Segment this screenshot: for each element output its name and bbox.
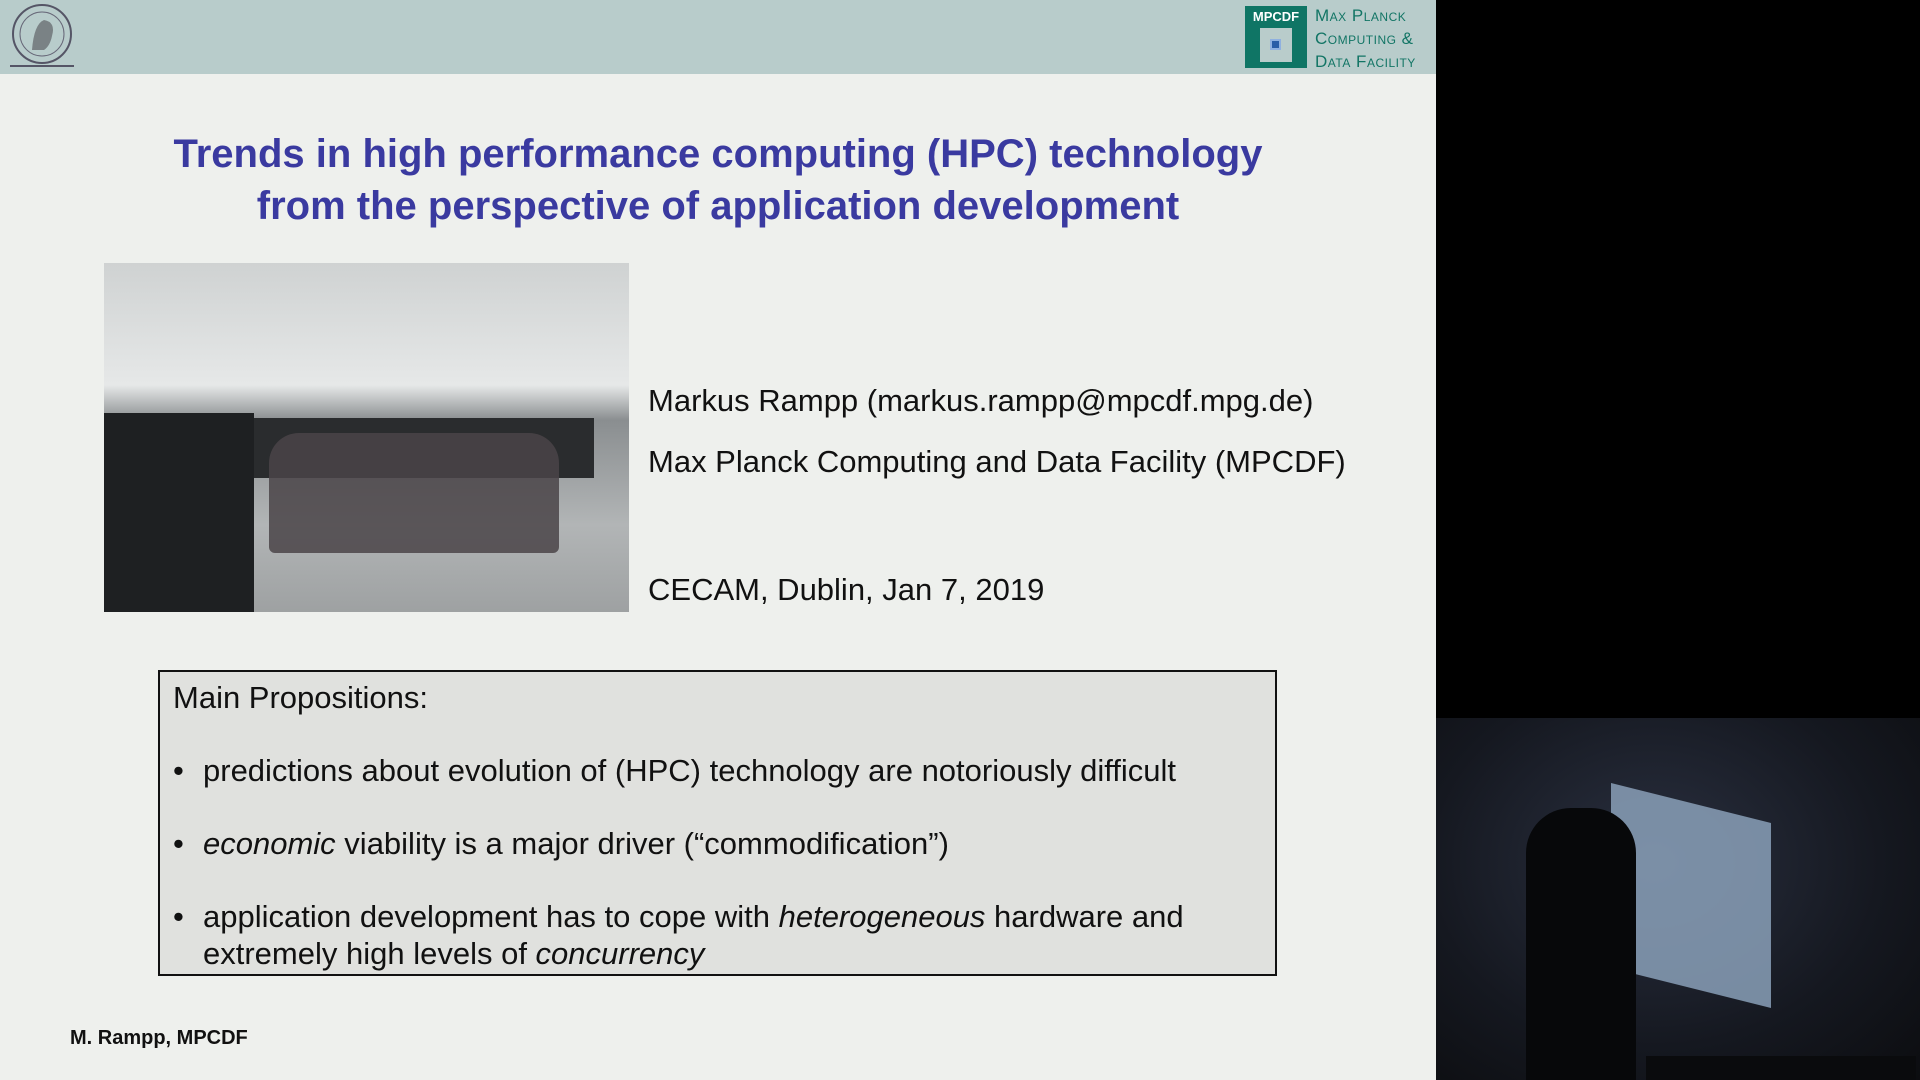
main-propositions-box: Main Propositions: • predictions about ev… [158, 670, 1277, 976]
proposition-text: concurrency [535, 936, 705, 971]
title-line: Trends in high performance computing (HP… [173, 132, 1263, 176]
mpcdf-name-line: Computing & [1315, 29, 1414, 48]
affiliation-line: Max Planck Computing and Data Facility (… [648, 444, 1346, 479]
desk [1646, 1056, 1916, 1080]
mpcdf-badge-text: MPCDF [1252, 9, 1300, 24]
title-line: from the perspective of application deve… [256, 184, 1180, 228]
slide-title: Trends in high performance computing (HP… [60, 128, 1376, 232]
proposition-text: hardware and extremely high levels of [203, 899, 1184, 971]
proposition-text: predictions about evolution of (HPC) tec… [203, 753, 1177, 788]
author-line: Markus Rampp (markus.rampp@mpcdf.mpg.de) [648, 383, 1314, 418]
event-line: CECAM, Dublin, Jan 7, 2019 [648, 572, 1045, 607]
proposition-text: economic [203, 826, 336, 861]
slide-header: MPCDF Max Planck Computing & Data Facili… [0, 0, 1436, 74]
speaker-silhouette [1526, 808, 1636, 1080]
proposition-text: application development has to cope with [203, 899, 779, 934]
speaker-video-inset [1436, 718, 1920, 1080]
propositions-heading: Main Propositions: [173, 680, 429, 715]
slide-footer: M. Rampp, MPCDF [70, 1027, 248, 1049]
minerva-seal-logo [10, 4, 74, 67]
mpcdf-name: Max Planck Computing & Data Facility [1315, 4, 1416, 73]
mpcdf-logo: MPCDF [1245, 6, 1307, 68]
presentation-slide: MPCDF Max Planck Computing & Data Facili… [0, 0, 1436, 1080]
group-photo-datacenter [104, 263, 629, 612]
mpcdf-name-line: Max Planck [1315, 6, 1407, 25]
proposition-text: viability is a major driver (“commodific… [335, 826, 949, 861]
proposition-text: heterogeneous [778, 899, 986, 934]
mpcdf-name-line: Data Facility [1315, 52, 1416, 71]
